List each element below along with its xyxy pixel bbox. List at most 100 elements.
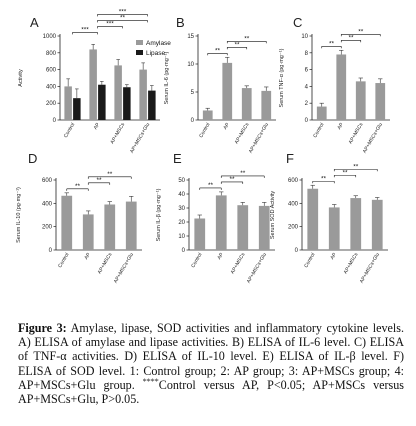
panel-a-y-tick-label: 600 xyxy=(46,68,57,74)
panel-c-bar xyxy=(336,54,347,121)
panel-d-x-category-label: Control xyxy=(57,252,70,269)
caption-superscript: **** xyxy=(142,376,159,386)
panel-a-y-axis-label: Activity xyxy=(18,69,24,87)
panel-e-bar xyxy=(258,205,270,250)
panel-c-y-tick-label: 0 xyxy=(305,118,309,124)
panel-a-bar-lipase xyxy=(73,98,81,120)
panel-a-significance-label: *** xyxy=(106,20,114,27)
panel-a-x-category-label: AP+MSCs xyxy=(109,122,126,146)
panel-b-y-tick-label: 10 xyxy=(187,62,194,68)
panel-f-significance-label: ** xyxy=(342,169,348,176)
panel-b-bar xyxy=(241,88,252,120)
panel-e-y-tick-label: 0 xyxy=(182,248,186,254)
panel-c-y-axis-label: Serum TNF-α (pg·mg⁻¹) xyxy=(279,48,285,107)
panel-e-y-tick-label: 40 xyxy=(178,192,185,198)
panel-d-bar xyxy=(82,214,94,250)
panel-f-bar xyxy=(328,207,340,250)
panel-b-significance-label: ** xyxy=(215,47,221,54)
panel-e-y-tick-label: 20 xyxy=(178,220,185,226)
panel-d-y-tick-label: 200 xyxy=(42,225,53,231)
panel-d-bar xyxy=(104,204,116,250)
panel-b-y-axis-label: Serum IL-6 (pg·mg⁻¹) xyxy=(164,51,170,104)
panel-d-significance-label: ** xyxy=(75,183,81,190)
panel-a-significance-label: *** xyxy=(81,26,89,33)
panel-a-bar-lipase xyxy=(148,90,156,120)
panel-c-significance-label: ** xyxy=(329,40,335,47)
panel-f-y-tick-label: 600 xyxy=(288,178,299,184)
panel-c-y-tick-label: 4 xyxy=(305,84,309,90)
panel-d-y-tick-label: 0 xyxy=(49,248,53,254)
panel-e-significance-label: ** xyxy=(229,176,235,183)
panel-f-y-tick-label: 200 xyxy=(288,225,299,231)
panel-c-y-tick-label: 8 xyxy=(305,51,309,57)
panel-b-x-category-label: Control xyxy=(198,122,211,139)
panel-a-x-category-label: Control xyxy=(63,122,76,139)
panel-b-significance-label: ** xyxy=(244,35,250,42)
panel-d-x-category-label: AP+MSCs+Glu xyxy=(113,252,135,285)
panel-e-y-tick-label: 10 xyxy=(178,234,185,240)
panel-a-legend-swatch xyxy=(136,40,143,45)
panel-c-bar xyxy=(316,106,327,120)
panel-e-x-category-label: AP xyxy=(216,251,225,260)
caption-label: Figure 3: xyxy=(18,321,67,335)
panel-b-x-category-label: AP xyxy=(222,121,231,130)
panel-a-y-tick-label: 200 xyxy=(46,101,57,107)
panel-a-bar-lipase xyxy=(98,84,106,120)
panel-c-x-category-label: AP+MSCs+Glu xyxy=(362,122,384,155)
panel-b-y-tick-label: 0 xyxy=(191,118,195,124)
panel-b-x-category-label: AP+MSCs xyxy=(234,122,251,146)
panel-a-x-category-label: AP xyxy=(93,121,102,130)
panel-d-y-tick-label: 400 xyxy=(42,201,53,207)
caption-text-end: Control versus AP, P<0.05; AP+MSCs versu… xyxy=(18,377,404,407)
panel-e-x-category-label: AP+MSCs+Glu xyxy=(246,252,268,285)
panel-e-bar xyxy=(215,195,227,250)
panel-b-y-tick-label: 5 xyxy=(191,90,195,96)
panel-f-y-tick-label: 400 xyxy=(288,201,299,207)
panel-d-significance-label: ** xyxy=(96,177,102,184)
panel-d-letter: D xyxy=(28,151,37,166)
panel-a-significance-label: ** xyxy=(120,14,126,21)
panel-f-x-category-label: AP xyxy=(329,251,338,260)
panel-c-y-tick-label: 2 xyxy=(305,101,309,107)
panel-b-letter: B xyxy=(176,15,185,30)
panel-a-legend-swatch xyxy=(136,50,143,55)
panel-e-x-category-label: AP+MSCs xyxy=(230,252,247,276)
panel-c-bar xyxy=(375,83,386,120)
panel-a-legend-label: Lipase xyxy=(146,50,166,57)
panel-a-bar-amylase xyxy=(114,65,122,120)
panel-c-x-category-label: AP+MSCs xyxy=(348,122,365,146)
panel-d-x-category-label: AP xyxy=(83,251,92,260)
panel-b-x-category-label: AP+MSCs+Glu xyxy=(248,122,270,155)
panel-c-significance-label: ** xyxy=(358,28,364,35)
panel-f-bar xyxy=(371,199,383,250)
panel-e-y-axis-label: Serum IL-β (pg·mg⁻¹) xyxy=(156,188,162,241)
panel-d-x-category-label: AP+MSCs xyxy=(97,252,114,276)
panel-d-bar xyxy=(125,201,137,250)
panel-f-y-tick-label: 0 xyxy=(295,248,299,254)
panel-e-y-tick-label: 30 xyxy=(178,206,185,212)
panel-a-bar-amylase xyxy=(139,69,147,120)
panel-c-x-category-label: AP xyxy=(336,121,345,130)
panel-b-bar xyxy=(202,110,213,120)
panel-a-y-tick-label: 800 xyxy=(46,51,57,57)
caption-text: Amylase, lipase, SOD activities and infl… xyxy=(18,321,404,392)
panel-b-bar xyxy=(222,62,233,120)
panel-b-significance-label: ** xyxy=(234,41,240,48)
panel-f-letter: F xyxy=(286,151,294,166)
panel-a-significance-label: *** xyxy=(119,8,127,15)
panel-e-y-tick-label: 50 xyxy=(178,178,185,184)
panel-c-bar xyxy=(355,81,366,120)
panel-f-significance-label: ** xyxy=(353,163,359,170)
panel-c-y-tick-label: 10 xyxy=(301,34,308,40)
panel-e-bar xyxy=(237,205,249,250)
panel-a-bar-amylase xyxy=(64,86,72,120)
panel-c-letter: C xyxy=(293,15,302,30)
panel-a-y-tick-label: 400 xyxy=(46,84,57,90)
panel-e-bar xyxy=(194,218,206,250)
panel-f-bar xyxy=(307,188,319,250)
panel-f-x-category-label: Control xyxy=(303,252,316,269)
panel-d-significance-label: ** xyxy=(107,171,113,178)
panel-c-significance-label: ** xyxy=(348,34,354,41)
panel-e-letter: E xyxy=(173,151,182,166)
